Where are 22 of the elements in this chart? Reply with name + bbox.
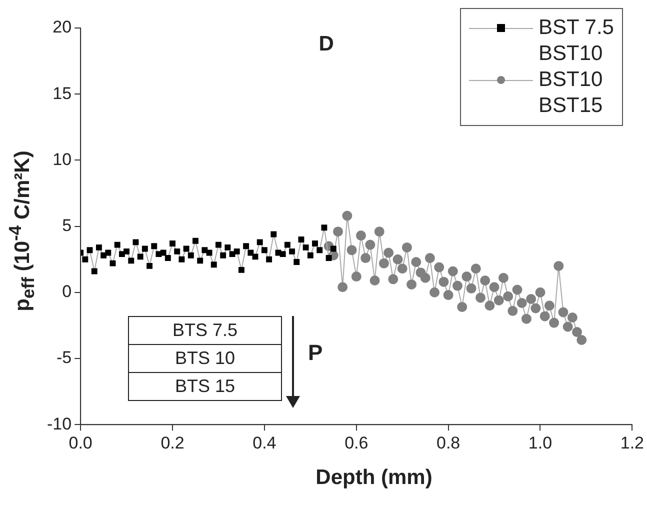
x-tick-label: 0.6: [344, 433, 368, 452]
annotation: BTS 15: [128, 372, 282, 401]
x-tick-label: 0.0: [68, 433, 92, 452]
x-tick-label: 0.4: [252, 433, 276, 452]
y-tick-label: -10: [46, 414, 72, 434]
x-tick-label: 0.8: [436, 433, 460, 452]
y-tick-label: 0: [62, 282, 72, 302]
annotation: BTS 7.5: [128, 316, 282, 345]
annotation: BTS 10: [128, 344, 282, 373]
x-axis-title: Depth (mm): [316, 466, 432, 490]
x-tick-label: 1.2: [620, 433, 644, 452]
y-tick-label: 15: [52, 84, 72, 103]
legend-label: BST10 BST15: [538, 67, 603, 119]
y-tick-label: 20: [52, 18, 72, 37]
y-tick-label: 5: [62, 216, 72, 235]
x-tick-label: 0.2: [160, 433, 184, 452]
legend-label: BST 7.5 BST10: [538, 15, 614, 67]
x-tick-label: 1.0: [528, 433, 552, 452]
y-tick-label: 10: [52, 150, 72, 169]
annotation: P: [308, 340, 323, 366]
chart-title: D: [318, 32, 334, 56]
y-tick-label: -5: [56, 348, 72, 368]
